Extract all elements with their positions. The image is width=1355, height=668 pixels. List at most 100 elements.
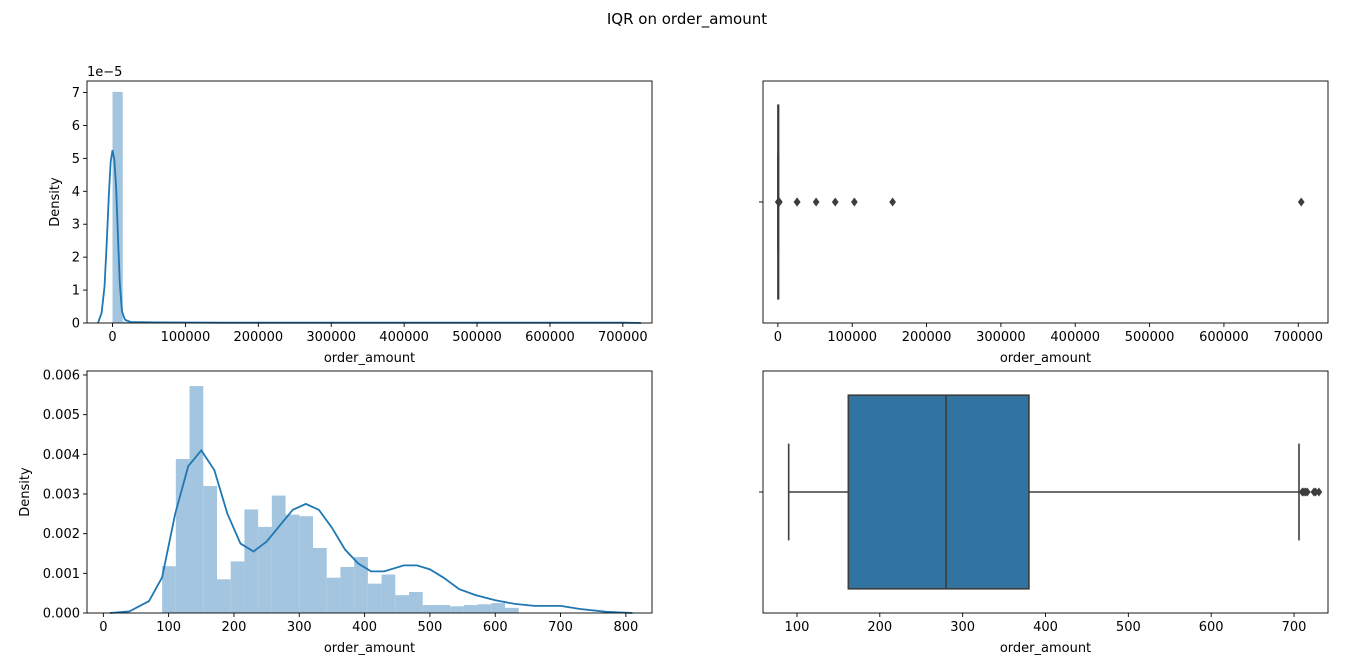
outlier-point-14 [831, 197, 839, 207]
y-tick-label: 7 [72, 86, 80, 101]
histogram-bar-9 [285, 514, 300, 613]
x-tick-label: 500000 [1125, 330, 1175, 345]
x-tick-label: 700000 [1273, 330, 1323, 345]
histogram-bar-20 [436, 605, 451, 613]
axes-frame [86, 80, 653, 324]
x-tick-label: 700000 [598, 330, 648, 345]
x-tick-label: 200 [867, 620, 892, 635]
histogram-bar-4 [216, 579, 231, 613]
x-tick-label: 0 [774, 330, 782, 345]
x-tick-label: 500 [418, 620, 443, 635]
y-tick-label: 0.000 [43, 607, 80, 622]
y-tick-label: 4 [72, 185, 80, 200]
histogram-bar-21 [450, 606, 464, 613]
axes-frame [762, 370, 1329, 614]
histogram-bar-13 [340, 566, 355, 613]
x-tick-label: 400000 [379, 330, 429, 345]
x-tick-label: 400 [1033, 620, 1058, 635]
histogram-bar-5 [230, 561, 245, 613]
histogram-bar-15 [367, 583, 382, 613]
x-tick-label: 500000 [452, 330, 502, 345]
histogram-bar-18 [409, 591, 423, 613]
x-axis-label: order_amount [324, 351, 415, 366]
x-tick-label: 0 [99, 620, 107, 635]
y-tick-label: 0.005 [43, 408, 80, 423]
x-axis-label: order_amount [1000, 641, 1091, 656]
y-tick-label: 0.001 [43, 567, 80, 582]
x-tick-label: 700 [548, 620, 573, 635]
histogram-bar-22 [463, 605, 478, 613]
x-tick-label: 600000 [525, 330, 575, 345]
histogram-bar-24 [491, 603, 506, 613]
kde-line [109, 448, 633, 614]
histogram-bar-3 [203, 486, 217, 613]
x-tick-label: 300 [287, 620, 312, 635]
x-tick-label: 600 [483, 620, 508, 635]
histogram-bar-2 [189, 386, 204, 613]
outlier-point-6 [1315, 487, 1323, 497]
histogram-bar-11 [313, 547, 327, 613]
outlier-point-16 [889, 197, 896, 207]
y-tick-label: 1 [72, 284, 80, 299]
histogram-full-panel: 0 1 2 3 4 5 6 7 Density 1e−5 0 100000 200000 300000 40… [48, 65, 653, 366]
histogram-bar-10 [299, 516, 313, 613]
box-iqr [847, 394, 1030, 590]
x-tick-label: 400000 [1050, 330, 1100, 345]
figure-suptitle: IQR on order_amount [607, 10, 767, 29]
outlier-point-13 [812, 197, 820, 207]
x-tick-label: 0 [108, 330, 116, 345]
histogram-bar-16 [381, 574, 396, 613]
x-tick-label: 200 [222, 620, 247, 635]
histogram-bar-25 [505, 607, 519, 613]
y-tick-label: 0.002 [43, 527, 80, 542]
y-axis-label: Density [18, 467, 33, 517]
x-tick-label: 800 [613, 620, 638, 635]
x-tick-label: 400 [352, 620, 377, 635]
y-tick-label: 6 [72, 119, 80, 134]
x-tick-label: 700 [1282, 620, 1307, 635]
y-tick-label: 0.003 [43, 487, 80, 502]
outlier-point-12 [793, 197, 801, 207]
histogram-bar-12 [326, 577, 341, 613]
outlier-point-10 [775, 197, 783, 207]
outlier-point-3 [1303, 487, 1311, 497]
outlier-point-17 [1297, 197, 1305, 207]
histogram-bar-1 [122, 321, 133, 323]
y-tick-label: 0 [72, 317, 80, 332]
histogram-bar-6 [244, 509, 259, 613]
x-tick-label: 200000 [234, 330, 284, 345]
x-tick-label: 100 [785, 620, 810, 635]
x-tick-label: 100000 [161, 330, 211, 345]
x-axis-label: order_amount [324, 641, 415, 656]
y-tick-label: 3 [72, 218, 80, 233]
x-tick-label: 100 [156, 620, 181, 635]
histogram-bar-0 [162, 566, 176, 613]
y-tick-label: 0.006 [43, 368, 80, 383]
histogram-bar-7 [258, 526, 272, 613]
y-tick-label: 0.004 [43, 448, 80, 463]
x-tick-label: 300 [950, 620, 975, 635]
x-tick-label: 300000 [306, 330, 356, 345]
histogram-bar-8 [271, 495, 286, 613]
x-axis-label: order_amount [1000, 351, 1091, 366]
boxplot-full-panel: 0 100000 200000 300000 400000 500000 600000 700… [759, 80, 1329, 366]
histogram-bar-14 [354, 557, 368, 613]
y-offset-text: 1e−5 [87, 65, 122, 80]
histogram-bar-17 [395, 595, 410, 613]
y-tick-label: 5 [72, 152, 80, 167]
x-tick-label: 200000 [902, 330, 952, 345]
histogram-bar-23 [477, 604, 492, 613]
axes-frame [86, 370, 653, 614]
x-tick-label: 600000 [1199, 330, 1249, 345]
histogram-bar-1 [175, 459, 190, 613]
axes-frame [762, 80, 1329, 324]
boxplot-iqr-panel: 100 200 300 400 500 600 700 order_amount [759, 370, 1329, 656]
x-tick-label: 500 [1116, 620, 1141, 635]
outlier-point-15 [850, 197, 858, 207]
histogram-bar-19 [422, 605, 437, 613]
y-axis-label: Density [48, 177, 63, 227]
x-tick-label: 300000 [976, 330, 1026, 345]
y-tick-label: 2 [72, 251, 80, 266]
